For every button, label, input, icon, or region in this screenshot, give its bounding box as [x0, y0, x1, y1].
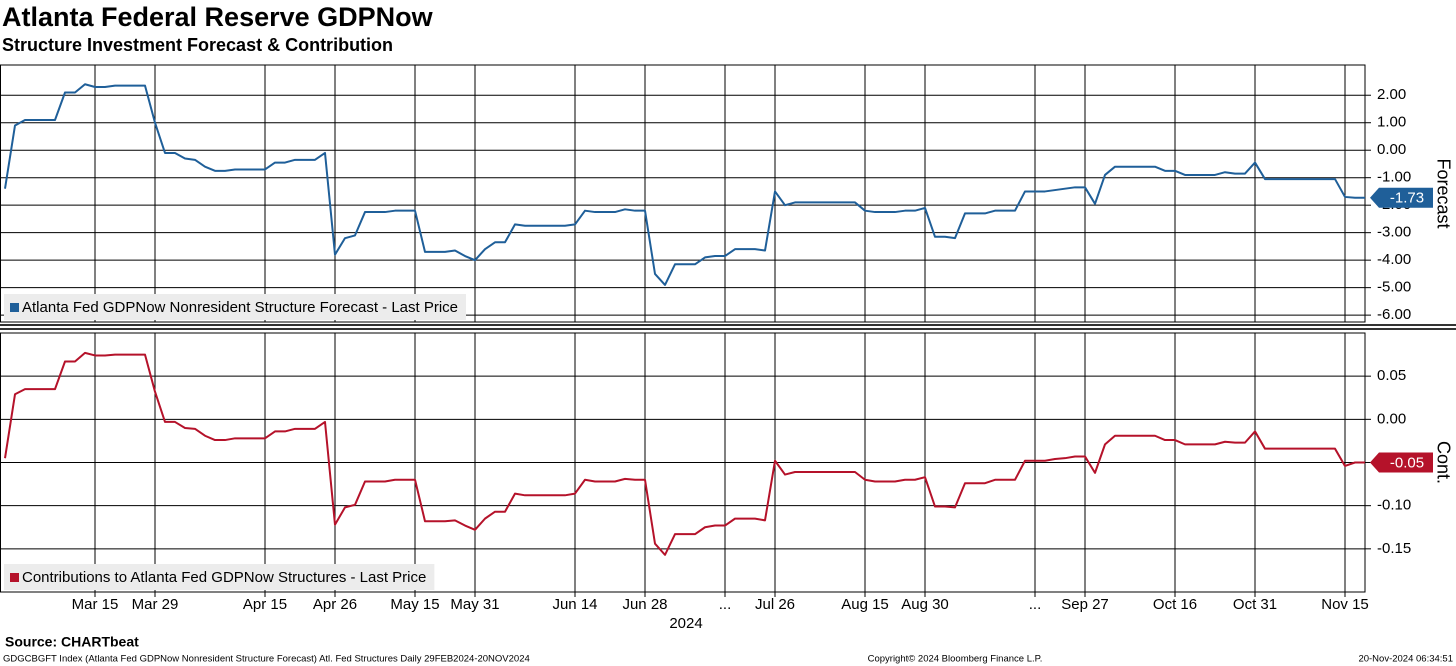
y-axis-title: Forecast	[1433, 158, 1453, 228]
y-tick-label: -1.00	[1377, 169, 1411, 186]
x-tick-label: Aug 15	[841, 596, 889, 613]
x-tick-label: Oct 16	[1153, 596, 1197, 613]
x-tick-label: May 15	[390, 596, 439, 613]
y-tick-label: -5.00	[1377, 279, 1411, 296]
legend-background	[4, 294, 467, 320]
y-tick-label: 0.05	[1377, 367, 1406, 384]
x-tick-label: ...	[1029, 596, 1042, 613]
legend-background	[4, 564, 435, 590]
legend: Contributions to Atlanta Fed GDPNow Stru…	[4, 564, 435, 590]
x-tick-label: Sep 27	[1061, 596, 1109, 613]
footer-left: GDGCBGFT Index (Atlanta Fed GDPNow Nonre…	[3, 654, 530, 665]
y-tick-label: 2.00	[1377, 86, 1406, 103]
y-tick-label: -3.00	[1377, 224, 1411, 241]
y-axis-title: Cont.	[1433, 441, 1453, 484]
last-value-label: -0.05	[1390, 454, 1424, 471]
x-tick-label: May 31	[450, 596, 499, 613]
series-line	[4, 351, 1365, 556]
last-value-tag	[1370, 452, 1433, 473]
x-tick-label: Mar 15	[72, 596, 119, 613]
x-tick-label: Jul 26	[755, 596, 795, 613]
x-tick-label: Jun 28	[622, 596, 667, 613]
x-tick-label: Apr 15	[243, 596, 287, 613]
x-tick-label: Aug 30	[901, 596, 949, 613]
last-value-label: -1.73	[1390, 190, 1424, 207]
legend-label: Contributions to Atlanta Fed GDPNow Stru…	[22, 569, 426, 586]
x-tick-label: Apr 26	[313, 596, 357, 613]
footer-right: 20-Nov-2024 06:34:51	[1358, 654, 1453, 665]
y-tick-label: -6.00	[1377, 306, 1411, 323]
footer-center: Copyright© 2024 Bloomberg Finance L.P.	[868, 654, 1043, 665]
y-tick-label: 0.00	[1377, 141, 1406, 158]
chart-title: Atlanta Federal Reserve GDPNow	[2, 2, 434, 32]
y-tick-label: -0.10	[1377, 497, 1411, 514]
y-tick-label: -0.15	[1377, 540, 1411, 557]
y-tick-label: 0.00	[1377, 410, 1406, 427]
plot-area	[0, 64, 1366, 323]
x-axis-title: 2024	[669, 615, 702, 632]
legend-label: Atlanta Fed GDPNow Nonresident Structure…	[22, 299, 458, 316]
x-tick-label: Jun 14	[552, 596, 597, 613]
source: Source: CHARTbeat	[5, 634, 139, 650]
x-tick-label: Mar 29	[132, 596, 179, 613]
legend-swatch	[10, 303, 19, 312]
legend: Atlanta Fed GDPNow Nonresident Structure…	[4, 294, 467, 320]
x-tick-label: Oct 31	[1233, 596, 1277, 613]
y-tick-label: 1.00	[1377, 114, 1406, 131]
legend-swatch	[10, 573, 19, 582]
chart-subtitle: Structure Investment Forecast & Contribu…	[2, 35, 393, 55]
last-value-tag	[1370, 187, 1433, 208]
series-line	[4, 83, 1365, 286]
x-tick-label: ...	[719, 596, 732, 613]
y-tick-label: -4.00	[1377, 251, 1411, 268]
x-tick-label: Nov 15	[1321, 596, 1369, 613]
